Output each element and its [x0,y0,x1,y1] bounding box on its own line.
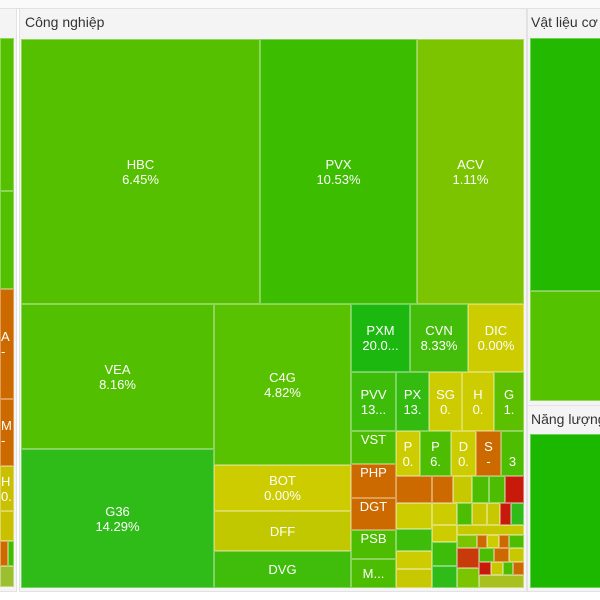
tile-small[interactable] [491,562,503,575]
tile-materials-1[interactable] [530,38,600,291]
sector-title-industrial: Công nghiệp [25,14,105,30]
tile-M[interactable]: M... [351,559,396,588]
tile-small[interactable] [479,575,524,588]
sector-title-energy: Năng lượng [531,411,600,427]
tile-small[interactable] [511,503,524,525]
tile-small[interactable] [487,535,499,548]
tile-small[interactable] [487,503,500,525]
tile-small[interactable] [505,476,524,503]
tile-small[interactable] [396,569,432,588]
tile-H[interactable]: H 0. [462,372,494,431]
tile-small[interactable] [500,503,511,525]
tile-left-2[interactable] [0,191,14,289]
tile-3[interactable]: 3 [501,431,524,476]
tile-small[interactable] [457,535,477,548]
tile-BOT[interactable]: BOT 0.00% [214,465,351,511]
tile-small[interactable] [499,535,509,548]
tile-small[interactable] [509,535,524,548]
tile-PHP[interactable]: PHP [351,464,396,498]
tile-small [8,541,14,566]
tile-small[interactable] [457,548,479,568]
tile-small [0,541,8,566]
tile-S[interactable]: S- [476,431,501,476]
tile-small[interactable] [396,476,432,503]
tile-small[interactable] [453,476,472,503]
tile-small[interactable] [432,566,457,588]
tile-PX[interactable]: PX 13. [396,372,429,431]
tile-SG[interactable]: SG 0. [429,372,462,431]
tile-G[interactable]: G 1. [494,372,524,431]
tile-G36[interactable]: G36 14.29% [21,449,214,588]
tile-PSB[interactable]: PSB [351,530,396,559]
tile-small[interactable] [396,503,432,529]
tile-small[interactable] [489,476,505,503]
sector-title-materials: Vật liệu cơ [531,14,598,30]
tile-small[interactable] [432,476,453,503]
tile-P1[interactable]: P 0. [396,431,420,476]
tile-small[interactable] [457,503,472,525]
tile-left-A[interactable]: A- [0,289,14,399]
tile-PXM[interactable]: PXM 20.0... [351,304,410,372]
tile-small [0,511,14,541]
tile-small[interactable] [432,542,457,566]
tile-ACV[interactable]: ACV 1.11% [417,39,524,304]
tile-PVX[interactable]: PVX 10.53% [260,39,417,304]
tile-DGT[interactable]: DGT [351,498,396,530]
tile-small[interactable] [457,525,524,535]
tile-small[interactable] [472,476,489,503]
tile-small[interactable] [503,562,513,575]
tile-CVN[interactable]: CVN 8.33% [410,304,468,372]
tile-C4G[interactable]: C4G 4.82% [214,304,351,465]
tile-small[interactable] [432,525,457,542]
tile-P2[interactable]: P 6. [420,431,451,476]
tile-small [0,566,14,587]
tile-DVG[interactable]: DVG [214,551,351,588]
tile-small[interactable] [396,551,432,569]
tile-left-1[interactable] [0,38,14,191]
tile-small[interactable] [494,548,509,562]
tile-small[interactable] [479,548,494,562]
tile-energy-1[interactable] [530,434,600,588]
tile-VST[interactable]: VST [351,431,396,464]
tile-D[interactable]: D 0. [451,431,476,476]
tile-small[interactable] [477,535,487,548]
tile-small[interactable] [457,568,479,588]
tile-DIC[interactable]: DIC 0.00% [468,304,524,372]
tile-HBC[interactable]: HBC 6.45% [21,39,260,304]
tile-PVV[interactable]: PVV 13... [351,372,396,431]
tile-left-M[interactable]: M- [0,399,14,466]
tile-small[interactable] [509,548,524,562]
tile-small[interactable] [472,503,487,525]
tile-materials-2[interactable] [530,291,600,401]
tile-small[interactable] [479,562,491,575]
tile-small[interactable] [396,529,432,551]
tile-VEA[interactable]: VEA 8.16% [21,304,214,449]
tile-left-H[interactable]: H 0. [0,466,14,511]
tile-small[interactable] [513,562,524,575]
tile-small[interactable] [432,503,457,525]
tile-DFF[interactable]: DFF [214,511,351,551]
